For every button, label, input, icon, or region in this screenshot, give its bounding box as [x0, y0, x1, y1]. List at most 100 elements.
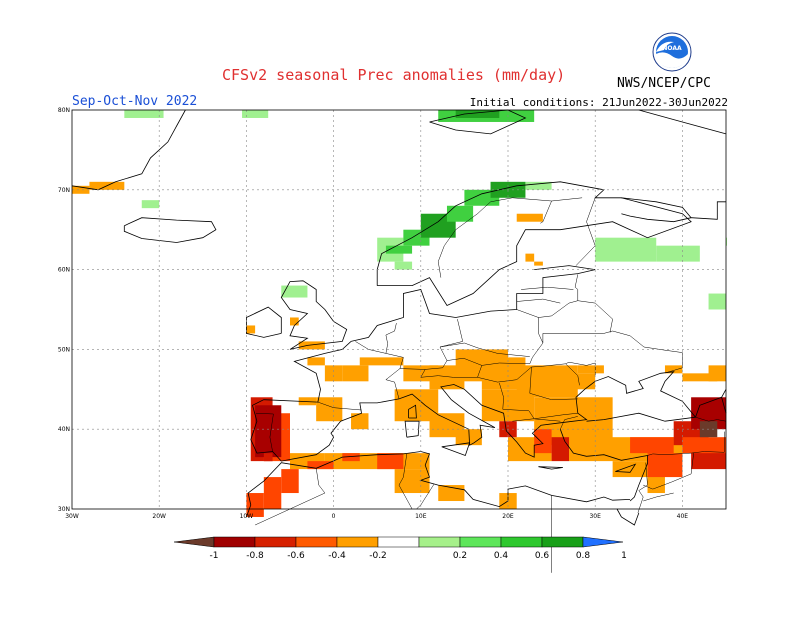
coastline: [246, 451, 631, 518]
country-border: [540, 200, 552, 224]
anomaly-cell: [525, 253, 535, 262]
graticule-layer: [72, 110, 726, 509]
anomaly-cell: [612, 461, 648, 478]
longitude-label: 10W: [240, 513, 254, 520]
anomaly-cell: [316, 397, 343, 422]
country-border: [477, 363, 580, 386]
anomaly-cell: [298, 341, 325, 350]
coastline-layer: [71, 109, 727, 526]
country-border: [637, 490, 644, 514]
coastline: [721, 397, 727, 414]
coastline: [123, 217, 217, 243]
longitude-label: 20E: [502, 513, 514, 520]
coastline: [538, 466, 563, 470]
anomaly-cell: [324, 365, 343, 382]
latitude-label: 50N: [58, 346, 70, 353]
anomaly-cell: [525, 181, 552, 190]
longitude-label: 0: [332, 513, 336, 520]
country-border: [565, 361, 596, 377]
longitude-label: 40E: [677, 513, 689, 520]
colorbar-segment: [295, 536, 338, 548]
latitude-label: 30N: [58, 506, 70, 513]
organization-label: NWS/NCEP/CPC: [617, 76, 711, 91]
country-border: [521, 286, 574, 290]
anomaly-cell: [342, 365, 369, 382]
colorbar-segment: [418, 536, 461, 548]
anomaly-cell: [708, 293, 726, 310]
colorbar-segment: [541, 536, 584, 548]
anomaly-cell: [255, 405, 282, 458]
country-border: [437, 197, 583, 278]
anomaly-cell: [534, 429, 552, 454]
country-border: [255, 412, 274, 452]
country-border: [399, 319, 464, 370]
country-border: [577, 300, 613, 333]
latitude-label: 40N: [58, 426, 70, 433]
anomaly-cell: [351, 413, 369, 430]
anomaly-cell: [455, 429, 482, 446]
country-border: [516, 298, 561, 304]
anomaly-cell: [385, 245, 413, 254]
country-border-layer: [254, 197, 727, 573]
colorbar-label: 1: [621, 551, 627, 561]
anomaly-cell: [281, 285, 308, 298]
coastline: [404, 420, 420, 438]
colorbar-segment: [377, 536, 420, 548]
anomaly-cell: [342, 453, 360, 462]
anomaly-cell: [246, 493, 264, 517]
country-border: [385, 323, 397, 354]
country-border: [453, 309, 544, 378]
coastline: [621, 197, 692, 223]
country-border: [499, 382, 504, 410]
colorbar-label: 0.8: [576, 551, 591, 561]
map-frame: [71, 109, 727, 510]
anomaly-cell: [682, 373, 718, 382]
country-border: [355, 341, 404, 399]
longitude-label: 20W: [152, 513, 166, 520]
coastline: [695, 389, 727, 418]
country-border: [643, 453, 694, 490]
country-border: [502, 409, 529, 412]
anomaly-cell: [726, 237, 727, 246]
country-border: [638, 462, 648, 491]
country-border: [643, 492, 674, 502]
colorbar-segment: [213, 536, 256, 548]
country-border: [528, 410, 578, 420]
anomaly-cell: [307, 461, 334, 470]
anomaly-cell: [577, 365, 604, 374]
initial-conditions-label: Initial conditions: 21Jun2022-30Jun2022: [469, 96, 728, 109]
country-border: [512, 418, 561, 422]
coastline: [559, 429, 648, 502]
country-border: [575, 197, 596, 266]
colorbar-label: -0.8: [246, 551, 264, 561]
noaa-logo-text: NOAA: [662, 45, 682, 52]
country-border: [538, 274, 579, 318]
coastline: [246, 306, 282, 338]
coastline: [691, 201, 726, 220]
anomaly-cell: [630, 437, 674, 454]
coastline: [71, 109, 186, 191]
anomaly-cell: [307, 357, 325, 366]
anomaly-cell: [246, 325, 256, 334]
colorbar-min-arrow: [173, 536, 215, 548]
coastline: [429, 109, 527, 135]
anomaly-cell: [394, 261, 413, 270]
colorbar-segment: [459, 536, 502, 548]
anomaly-cell: [263, 453, 273, 462]
colorbar-segment: [254, 536, 297, 548]
longitude-label: 30E: [589, 513, 601, 520]
coastline: [441, 442, 471, 457]
season-label: Sep-Oct-Nov 2022: [72, 94, 198, 109]
colorbar-segment: [336, 536, 379, 548]
anomaly-cell: [359, 357, 404, 366]
colorbar-label: 0.4: [494, 551, 509, 561]
anomaly-cell: [569, 373, 596, 390]
country-border: [439, 342, 530, 357]
longitude-labels: 30W 20W 10W 0 10E 20E 30E 40E: [65, 513, 688, 520]
longitude-label: 10E: [415, 513, 427, 520]
anomaly-cell: [516, 213, 543, 222]
anomaly-layer: [72, 110, 727, 517]
colorbar-segment: [500, 536, 543, 548]
country-border: [446, 357, 482, 366]
